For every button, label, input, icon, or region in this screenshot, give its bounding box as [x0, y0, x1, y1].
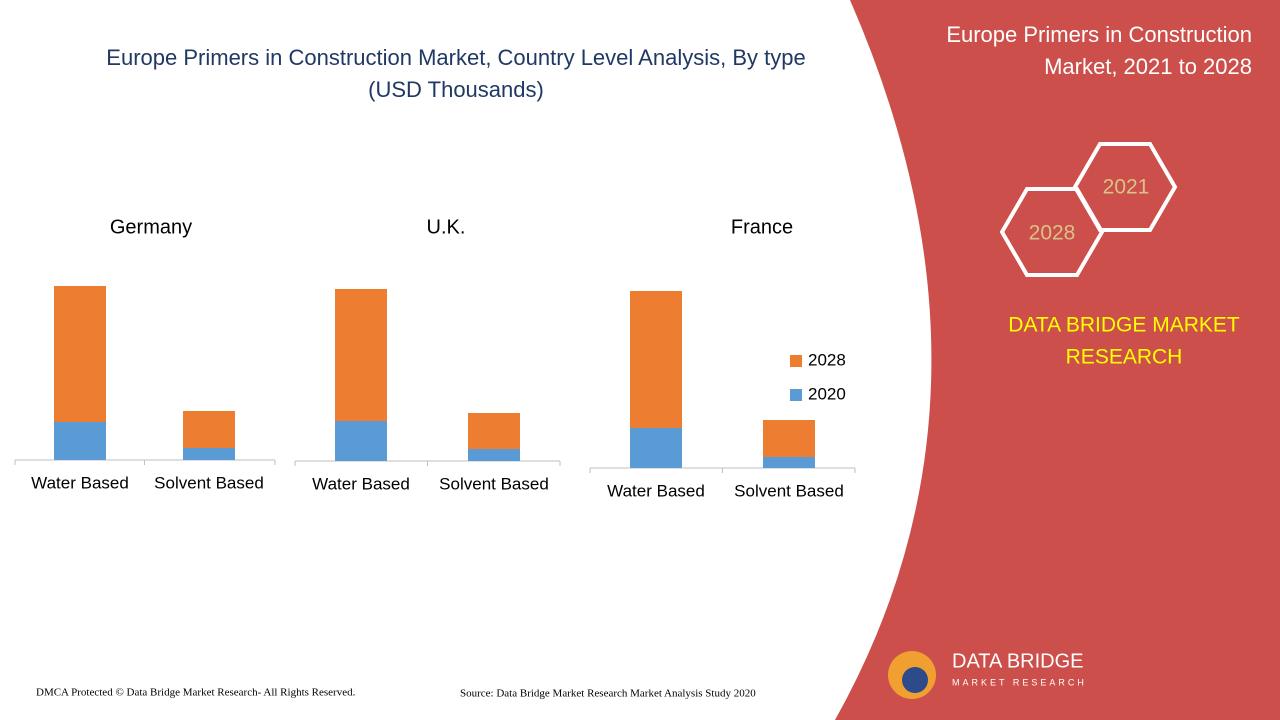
side-panel-bg [835, 0, 1280, 720]
x-tick-label: Solvent Based [154, 473, 264, 492]
legend-label: 2028 [808, 350, 846, 369]
x-tick-label: Solvent Based [439, 474, 549, 493]
hexagon [999, 187, 1105, 277]
logo-mark [902, 667, 928, 693]
x-tick-label: Water Based [607, 481, 705, 500]
bar-segment [630, 428, 682, 468]
bar-segment [630, 291, 682, 428]
panel-title: U.K. [427, 216, 466, 238]
chart-title: Europe Primers in Construction Market, C… [106, 45, 805, 70]
chart-subtitle: (USD Thousands) [368, 77, 544, 102]
bar-segment [183, 411, 235, 448]
side-heading: Europe Primers in Construction [946, 22, 1252, 47]
bar-segment [54, 422, 106, 460]
side-heading: Market, 2021 to 2028 [1044, 54, 1252, 79]
footer-copyright: DMCA Protected © Data Bridge Market Rese… [36, 687, 356, 699]
brand-text: RESEARCH [1066, 346, 1183, 369]
bar-segment [763, 420, 815, 457]
panel-title: France [731, 216, 793, 238]
x-tick-label: Water Based [31, 473, 129, 492]
bar-segment [335, 421, 387, 461]
panel-title: Germany [110, 216, 192, 238]
logo-name: DATA BRIDGE [952, 650, 1084, 672]
brand-text: DATA BRIDGE MARKET [1008, 314, 1240, 337]
legend-swatch [790, 355, 802, 367]
bar-segment [183, 448, 235, 460]
legend-label: 2020 [808, 384, 846, 403]
x-tick-label: Water Based [312, 474, 410, 493]
hexagon-label: 2028 [1029, 222, 1076, 245]
bar-segment [468, 449, 520, 461]
x-tick-label: Solvent Based [734, 481, 844, 500]
bar-segment [54, 286, 106, 422]
bar-segment [335, 289, 387, 421]
hexagon-label: 2021 [1103, 176, 1150, 199]
logo-tagline: MARKET RESEARCH [952, 677, 1087, 687]
footer-source: Source: Data Bridge Market Research Mark… [460, 688, 756, 700]
bar-segment [468, 413, 520, 449]
bar-segment [763, 457, 815, 468]
legend-swatch [790, 389, 802, 401]
